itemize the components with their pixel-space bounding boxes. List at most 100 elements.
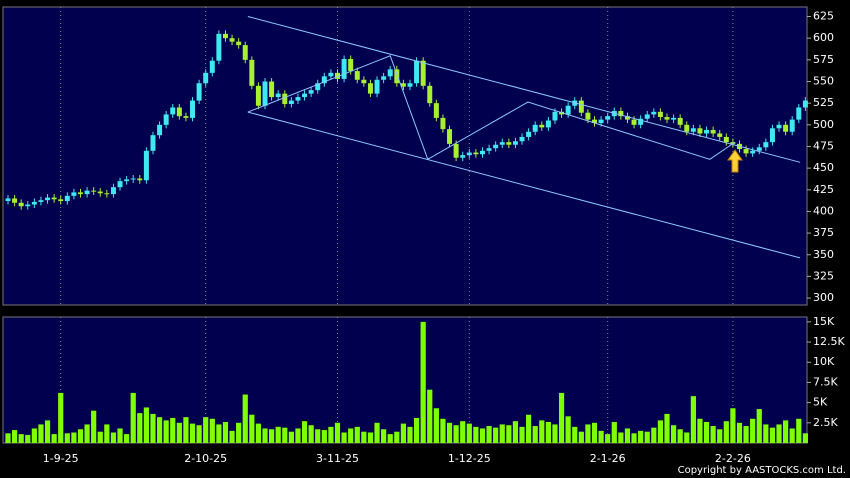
candle-body	[137, 178, 143, 181]
volume-bar	[348, 428, 354, 443]
candle-body	[71, 192, 77, 196]
y-tick-label: 5K	[813, 396, 828, 409]
candle-body	[671, 117, 677, 120]
candle-body	[526, 131, 532, 137]
candle-body	[341, 58, 347, 79]
candle-body	[710, 130, 716, 134]
volume-bar	[18, 434, 24, 443]
candle-body	[242, 45, 248, 60]
volume-bar	[189, 423, 196, 443]
y-tick-label: 375	[813, 226, 834, 239]
candle-body	[427, 85, 433, 104]
volume-bar	[473, 426, 479, 443]
candle-body	[209, 60, 215, 73]
candle-body	[638, 118, 644, 125]
candle-body	[31, 201, 37, 205]
volume-bar	[381, 429, 387, 443]
volume-bar	[5, 433, 11, 443]
candle-body	[354, 71, 360, 80]
candle-body	[677, 117, 683, 125]
candle-body	[25, 204, 31, 207]
volume-bar	[143, 407, 149, 443]
volume-bar	[51, 434, 57, 443]
volume-bar	[222, 422, 229, 443]
candle-body	[394, 69, 400, 84]
candle-body	[552, 111, 558, 121]
y-tick-label: 300	[813, 291, 834, 304]
candle-body	[473, 152, 479, 155]
volume-bar	[446, 422, 453, 443]
candle-body	[499, 142, 505, 145]
candle-body	[321, 76, 327, 84]
volume-bar	[413, 417, 420, 443]
y-tick-label: 525	[813, 96, 834, 109]
volume-bar	[717, 429, 723, 443]
volume-bar	[301, 421, 308, 443]
volume-bar	[31, 428, 37, 443]
volume-bar	[77, 429, 84, 443]
candle-body	[618, 110, 624, 117]
y-tick-label: 350	[813, 248, 834, 261]
candle-body	[91, 190, 97, 192]
volume-bar	[710, 426, 716, 443]
volume-bar	[684, 432, 690, 443]
volume-bar	[493, 427, 499, 443]
y-tick-label: 550	[813, 75, 834, 88]
volume-bar	[249, 414, 255, 443]
volume-bar	[91, 410, 97, 443]
candle-body	[124, 179, 130, 182]
candle-body	[183, 116, 189, 118]
candle-body	[222, 33, 228, 39]
candle-body	[203, 72, 209, 84]
volume-bar	[150, 413, 156, 443]
y-tick-label: 425	[813, 183, 834, 196]
volume-bar	[308, 425, 314, 443]
y-tick-label: 450	[813, 161, 834, 174]
x-tick-label: 3-11-25	[316, 452, 359, 465]
candle-body	[796, 107, 802, 120]
candle-body	[783, 124, 789, 132]
volume-bar	[670, 425, 677, 443]
candle-body	[18, 202, 24, 207]
candle-body	[97, 191, 103, 194]
candle-body	[255, 85, 261, 106]
volume-bar	[506, 425, 512, 443]
candle-body	[460, 155, 466, 158]
y-tick-label: 10K	[813, 355, 835, 368]
candle-body	[447, 129, 453, 144]
volume-bar	[677, 429, 683, 443]
volume-bar	[367, 432, 374, 443]
volume-bar	[558, 392, 565, 443]
volume-bar	[394, 431, 400, 443]
candle-body	[756, 147, 762, 151]
volume-bar	[137, 413, 143, 443]
candle-body	[275, 93, 281, 98]
candle-body	[367, 83, 373, 94]
y-tick-label: 500	[813, 118, 834, 131]
volume-bar	[453, 425, 459, 443]
candle-body	[400, 83, 406, 87]
candle-body	[493, 144, 499, 149]
volume-bar	[756, 409, 762, 443]
candle-body	[288, 100, 294, 105]
volume-panel	[2, 316, 808, 444]
y-tick-label: 12.5K	[813, 335, 845, 348]
candle-body	[110, 187, 116, 195]
candle-body	[45, 197, 51, 201]
volume-bar	[400, 423, 406, 443]
volume-bar	[124, 434, 130, 443]
volume-bar	[242, 394, 248, 443]
volume-bar	[440, 418, 446, 443]
volume-bar	[519, 426, 525, 443]
volume-bar	[638, 430, 644, 443]
candle-body	[196, 83, 202, 101]
candle-body	[51, 197, 57, 200]
candle-body	[163, 114, 169, 125]
volume-bar	[526, 414, 532, 443]
candle-body	[104, 193, 110, 195]
volume-bar	[466, 423, 472, 443]
candle-body	[519, 136, 525, 142]
volume-bar	[262, 428, 268, 443]
volume-bar	[229, 430, 235, 443]
